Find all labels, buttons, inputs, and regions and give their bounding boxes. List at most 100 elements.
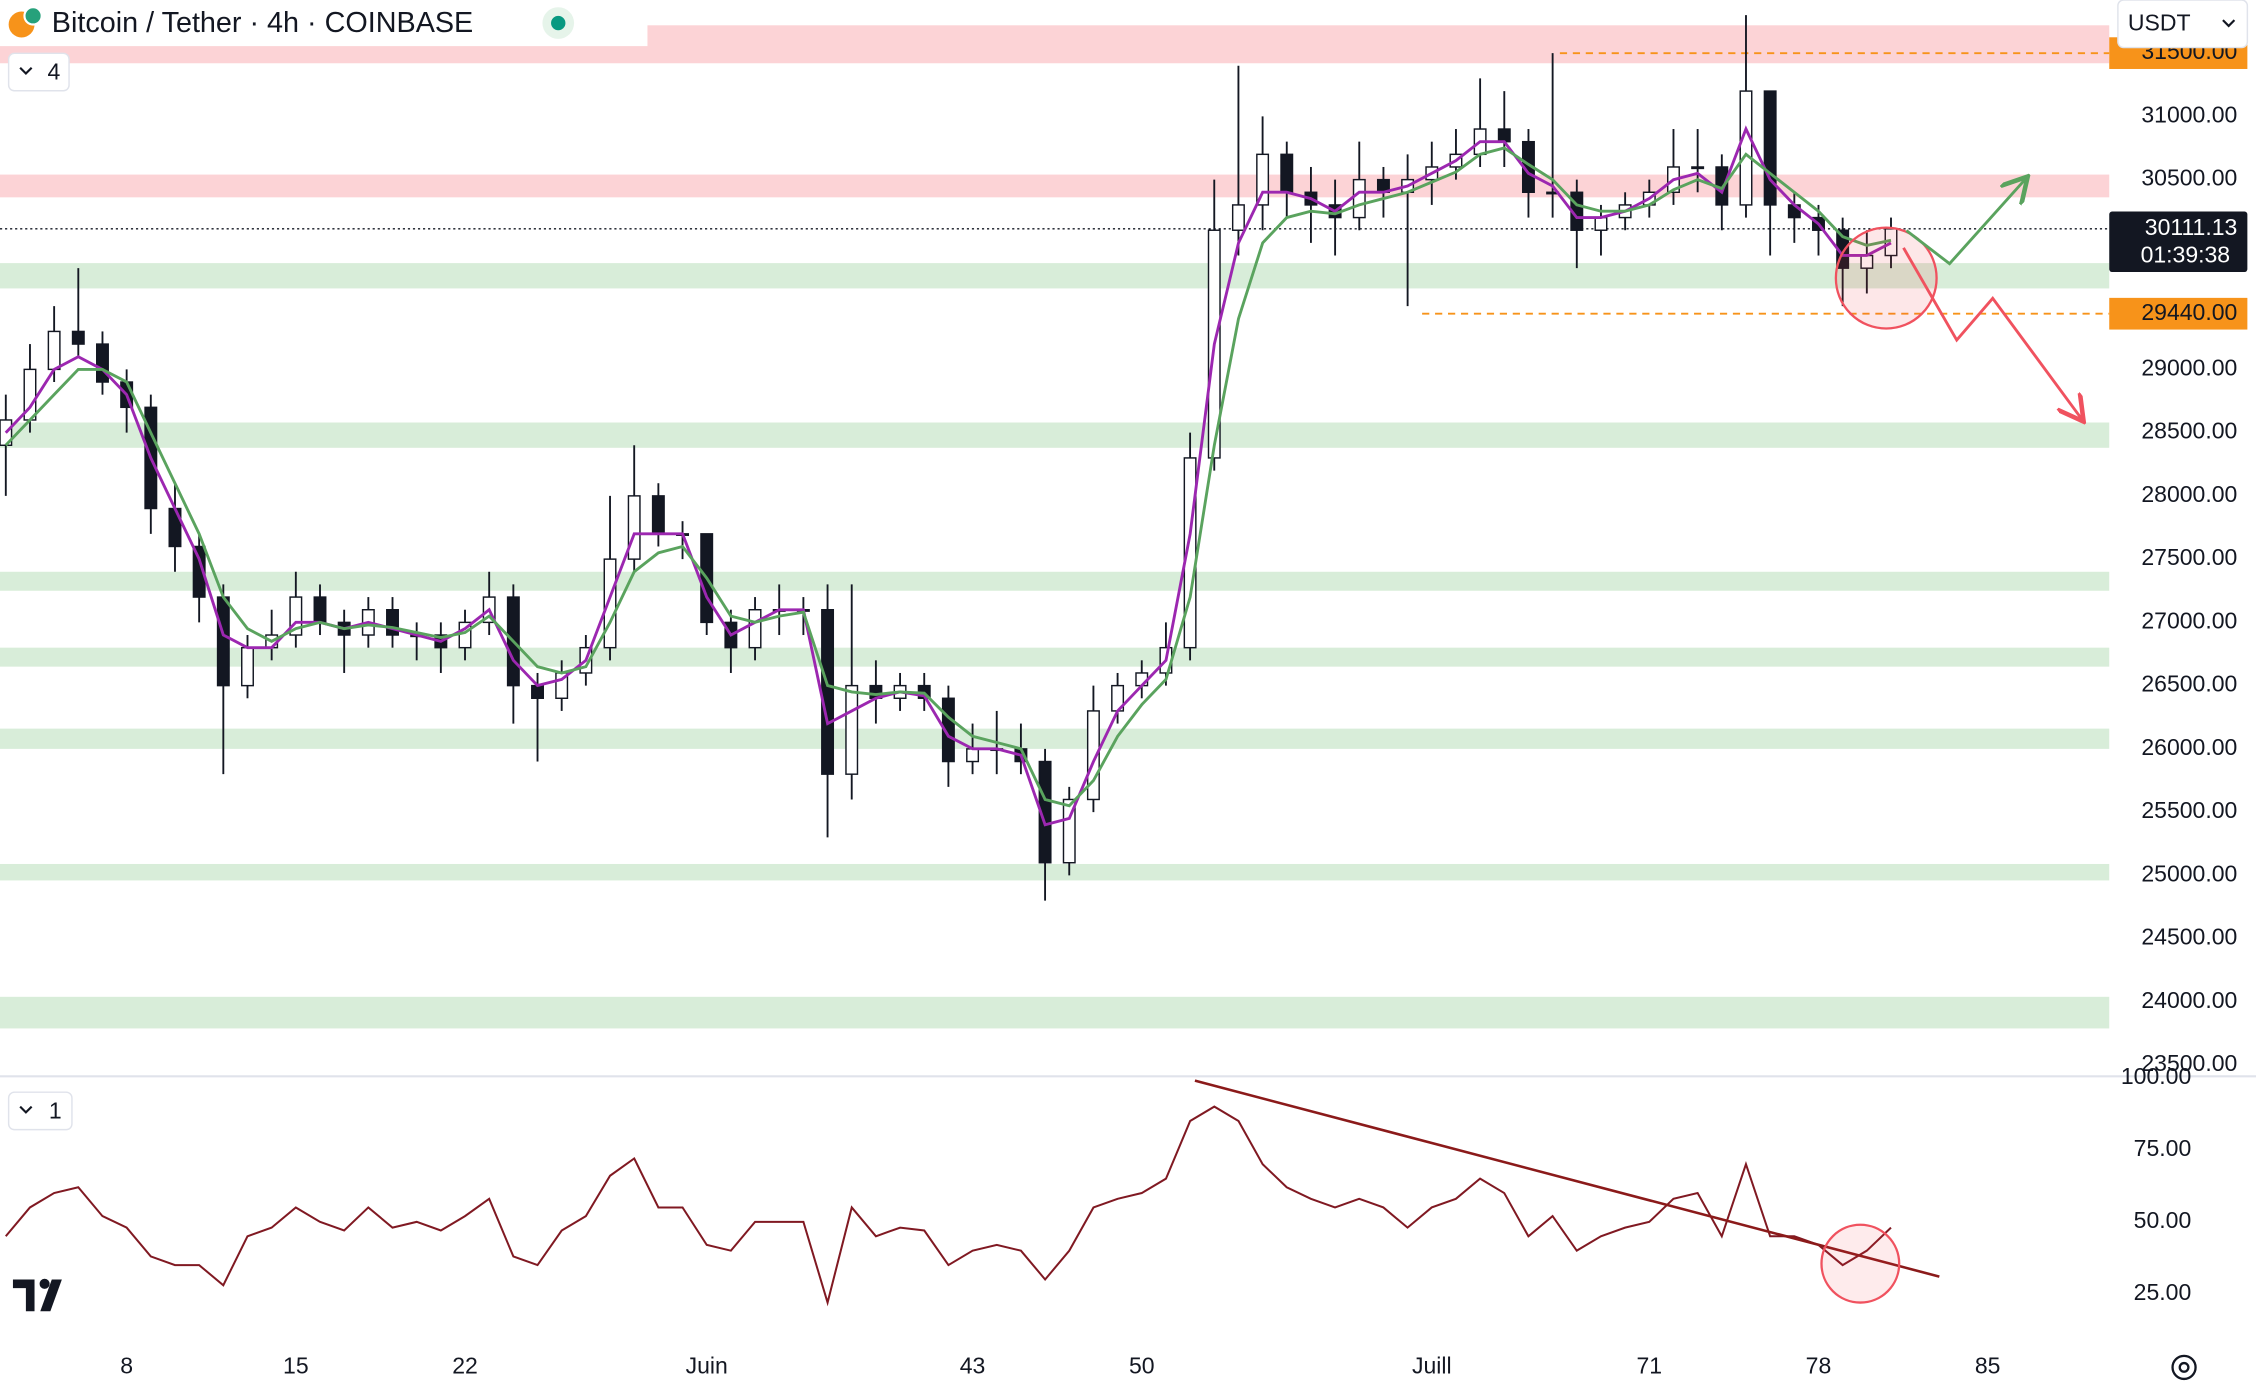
candle-body	[1086, 710, 1100, 801]
x-tick-label: 71	[1637, 1352, 1663, 1378]
x-tick-label: 50	[1129, 1352, 1155, 1378]
candle-body	[241, 646, 254, 687]
zone	[0, 728, 2110, 749]
y-tick-label: 75.00	[2134, 1135, 2192, 1161]
candle-body	[966, 748, 980, 763]
main-pane: 23500.00 24000.00 24500.00 25000.00 25500.00…	[0, 15, 2237, 1076]
x-tick-label: 8	[120, 1352, 133, 1378]
candle-body	[821, 609, 835, 775]
y-tick-label: 31000.00	[2141, 101, 2237, 127]
level-label: 29440.00	[2141, 299, 2237, 325]
zone	[0, 647, 2110, 667]
candle-body	[1280, 153, 1294, 193]
x-tick-label: 15	[283, 1352, 309, 1378]
x-tick-label: Juin	[686, 1352, 728, 1378]
last-price-label: 30111.13	[2145, 214, 2238, 240]
pane-toggle[interactable]	[7, 1091, 73, 1131]
y-tick-label: 100.00	[2121, 1063, 2191, 1089]
candle-body	[1739, 90, 1753, 206]
candle-body	[627, 495, 641, 560]
y-tick-label: 28500.00	[2141, 418, 2237, 444]
x-tick-label: 78	[1806, 1352, 1832, 1378]
candle-body	[941, 697, 955, 763]
zone	[0, 863, 2110, 881]
y-tick-label: 24500.00	[2141, 924, 2237, 950]
highlight-circle	[1834, 226, 1938, 330]
y-tick-label: 24000.00	[2141, 987, 2237, 1013]
level-label-box	[2109, 297, 2248, 330]
highlight-circle	[1820, 1223, 1901, 1304]
candle-body	[1231, 204, 1245, 231]
candle-body	[1497, 128, 1511, 143]
candle-body	[651, 495, 665, 535]
settings-icon[interactable]	[2171, 1354, 2197, 1381]
y-tick-label: 29000.00	[2141, 354, 2237, 380]
candle-body	[1763, 90, 1777, 206]
settings-icon	[2178, 1361, 2190, 1373]
candle-body	[71, 330, 85, 345]
header-bg	[0, 0, 648, 47]
x-tick-label: 85	[1975, 1352, 2001, 1378]
x-tick-label: Juill	[1412, 1352, 1452, 1378]
countdown-label: 01:39:38	[2141, 241, 2231, 267]
pane-toggle-count: 1	[49, 1097, 62, 1123]
last-price-box	[2109, 211, 2248, 273]
y-tick-label: 25.00	[2134, 1279, 2192, 1305]
chevron	[19, 66, 33, 76]
zone	[0, 996, 2110, 1029]
rsi-trendline	[1194, 1079, 1940, 1278]
zone	[0, 174, 2110, 198]
y-tick-label: 27500.00	[2141, 544, 2237, 570]
candle-body	[313, 596, 327, 624]
zone	[0, 263, 2110, 289]
y-tick-label: 23500.00	[2141, 1050, 2237, 1076]
zone	[0, 571, 2110, 591]
chevron	[19, 1105, 33, 1114]
candle-body	[47, 330, 61, 371]
rsi-line	[4, 1105, 1892, 1307]
pane-toggle[interactable]	[7, 52, 70, 92]
y-tick-label: 50.00	[2134, 1207, 2192, 1233]
y-tick-label: 26500.00	[2141, 671, 2237, 697]
bear-scenario-arrow	[1902, 247, 2082, 419]
moving-average	[4, 146, 1892, 808]
candle-body	[1594, 216, 1608, 231]
bull-scenario-arrow	[1905, 179, 2025, 266]
currency-label: USDT	[2128, 10, 2191, 36]
tv-logo	[39, 1278, 50, 1289]
candle-body	[1062, 798, 1076, 864]
market-status-dot	[551, 15, 566, 31]
candle-body	[1691, 166, 1705, 170]
tv-logo	[12, 1279, 35, 1312]
y-tick-label: 26000.00	[2141, 734, 2237, 760]
tv-logo	[40, 1279, 62, 1312]
y-tick-label: 25000.00	[2141, 860, 2237, 886]
candle-body	[603, 558, 617, 649]
usdt-icon	[23, 6, 43, 26]
candle-body	[1352, 178, 1366, 219]
y-tick-label: 25500.00	[2141, 797, 2237, 823]
pane-toggle-count: 4	[47, 59, 60, 85]
x-tick-label: 22	[452, 1352, 478, 1378]
candle-body	[531, 684, 544, 699]
chevron	[2222, 19, 2236, 28]
x-tick-label: 43	[960, 1352, 986, 1378]
candle-body	[748, 609, 762, 649]
candle-body	[289, 596, 303, 636]
y-tick-label: 30500.00	[2141, 165, 2237, 191]
candle-body	[96, 343, 109, 383]
candle-body	[192, 545, 206, 598]
candle-body	[386, 609, 399, 636]
candle-body	[1256, 153, 1270, 206]
candle-body	[845, 684, 859, 775]
y-tick-label: 27000.00	[2141, 607, 2237, 633]
chart-title: Bitcoin / Tether · 4h · COINBASE	[52, 7, 473, 39]
currency-dropdown[interactable]	[2117, 0, 2249, 49]
rsi-pane: 8 15 22 Juin 43 50 Juill 71 78 85 100.00 75.00 50.00…	[4, 1063, 2192, 1378]
candle-body	[216, 596, 230, 687]
y-tick-label: 28000.00	[2141, 481, 2237, 507]
zone	[0, 422, 2110, 448]
